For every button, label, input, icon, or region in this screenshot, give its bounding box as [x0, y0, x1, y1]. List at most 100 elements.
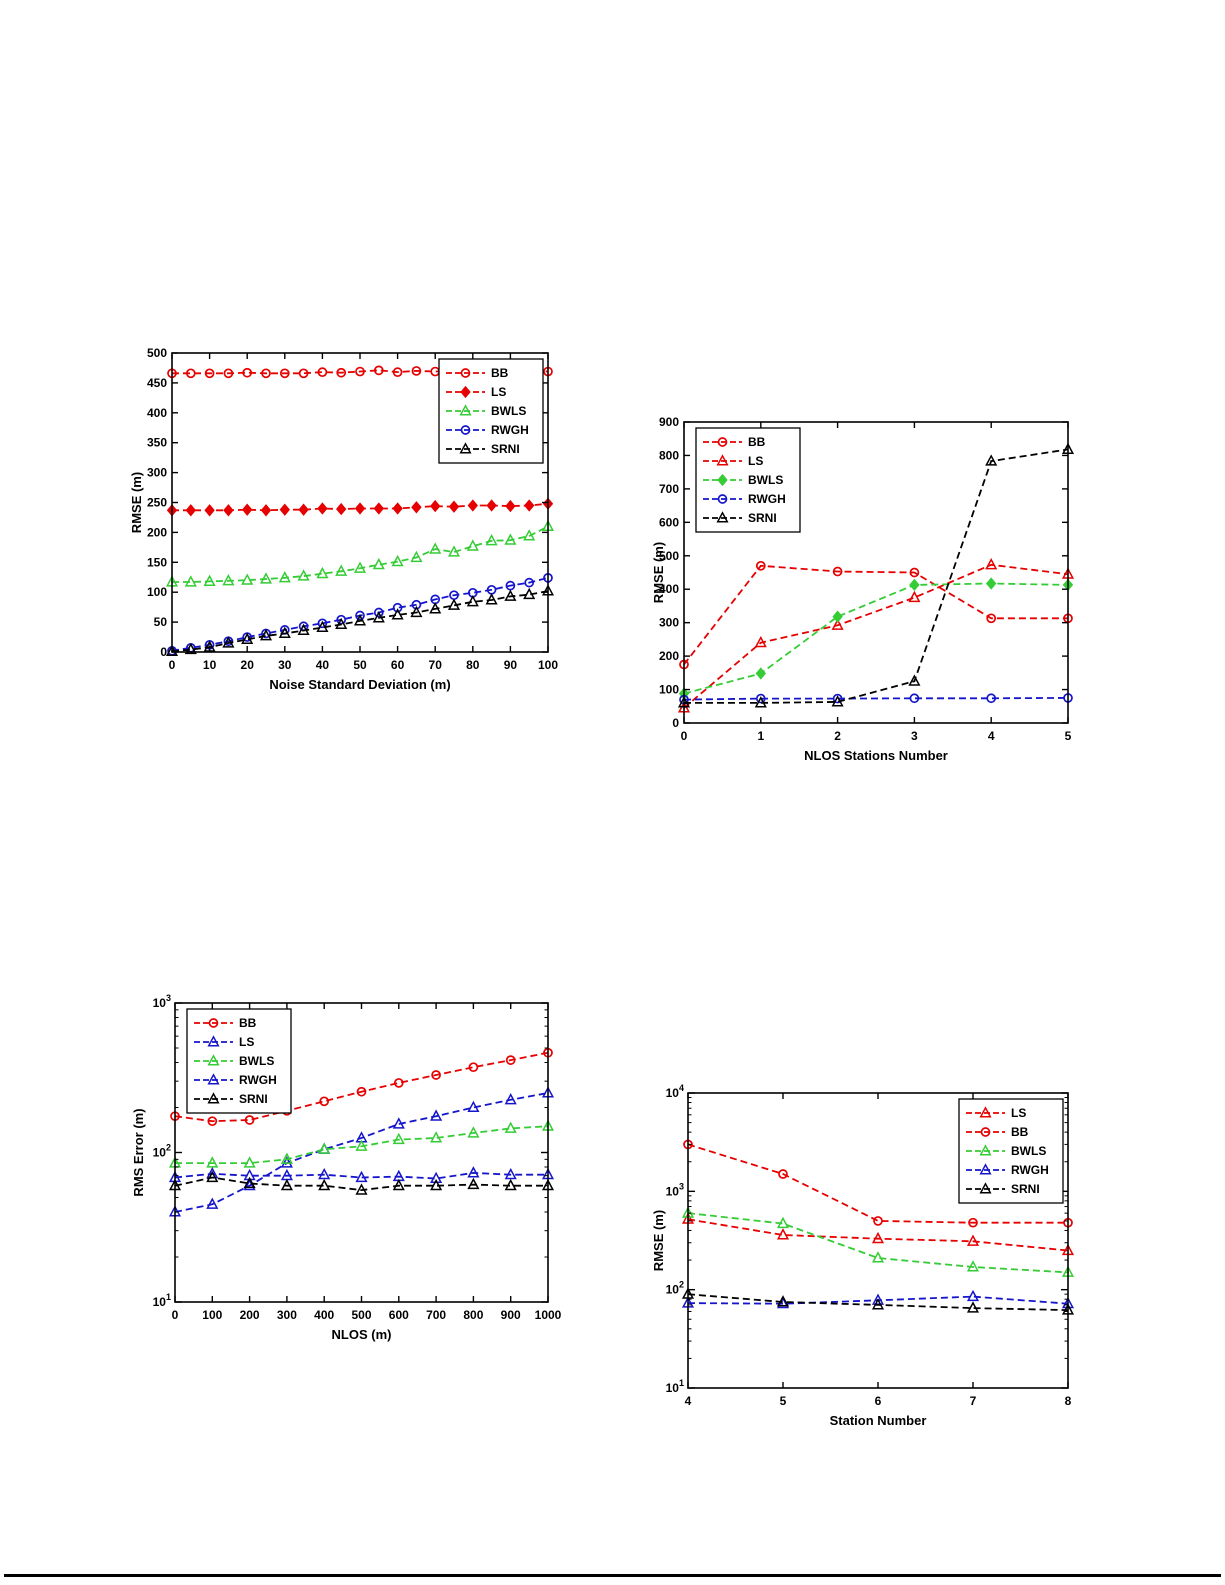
axis-ticks	[683, 421, 1069, 724]
chart-svg-rmse-vs-noise: 0 10 20 30 40 50 60 70 80 90 100 0 50 100 150 200 250 300…	[129, 346, 558, 692]
svg-text:400: 400	[314, 1308, 334, 1322]
axis-ticks	[687, 1092, 1069, 1389]
svg-text:RWGH: RWGH	[1011, 1163, 1049, 1177]
svg-text:RWGH: RWGH	[491, 423, 529, 437]
axis-tick-labels: 0 1 2 3 4 5 0 100 200 300 400 500 600 700 800 900	[659, 415, 1072, 743]
svg-text:350: 350	[147, 436, 167, 450]
chart-svg-rms-error-vs-nlos: 0 100 200 300 400 500 600 700 800 900 1000 101 102 10…	[131, 993, 562, 1342]
svg-text:101: 101	[666, 1378, 684, 1395]
chart-svg-rmse-vs-nlos-stations: 0 1 2 3 4 5 0 100 200 300 400 500 600 700 800 900 NLOS S…	[651, 415, 1075, 763]
svg-text:300: 300	[277, 1308, 297, 1322]
svg-text:150: 150	[147, 555, 167, 569]
svg-text:10: 10	[203, 658, 217, 672]
svg-text:LS: LS	[1011, 1106, 1026, 1120]
svg-text:600: 600	[389, 1308, 409, 1322]
svg-text:450: 450	[147, 376, 167, 390]
svg-text:200: 200	[240, 1308, 260, 1322]
svg-text:100: 100	[538, 658, 558, 672]
svg-text:700: 700	[426, 1308, 446, 1322]
axis-tick-labels: 4 5 6 7 8 101 102 103 104	[666, 1083, 1072, 1408]
series-ls	[681, 1212, 1075, 1256]
svg-text:700: 700	[659, 482, 679, 496]
svg-text:SRNI: SRNI	[748, 511, 777, 525]
page-bottom-rule	[4, 1574, 1221, 1577]
svg-text:0: 0	[160, 645, 167, 659]
series-ls	[166, 497, 554, 517]
svg-text:40: 40	[316, 658, 330, 672]
svg-text:0: 0	[172, 1308, 179, 1322]
svg-text:SRNI: SRNI	[491, 442, 520, 456]
svg-text:4: 4	[988, 729, 995, 743]
svg-text:BB: BB	[239, 1016, 257, 1030]
svg-text:2: 2	[834, 729, 841, 743]
x-axis-label: Noise Standard Deviation (m)	[269, 677, 450, 692]
svg-text:5: 5	[780, 1394, 787, 1408]
chart-rmse-vs-noise-std: 0 10 20 30 40 50 60 70 80 90 100 0 50 100 150 200 250 300…	[128, 342, 563, 702]
svg-text:200: 200	[659, 649, 679, 663]
svg-text:400: 400	[659, 582, 679, 596]
svg-text:LS: LS	[239, 1035, 254, 1049]
series-bwls	[168, 1119, 555, 1168]
chart-rms-error-vs-nlos: 0 100 200 300 400 500 600 700 800 900 1000 101 102 10…	[130, 985, 565, 1345]
svg-text:LS: LS	[491, 385, 506, 399]
svg-text:30: 30	[278, 658, 292, 672]
svg-text:0: 0	[169, 658, 176, 672]
svg-text:60: 60	[391, 658, 405, 672]
axis-ticks	[171, 352, 549, 653]
axis-ticks	[174, 1002, 549, 1303]
series-srni	[165, 584, 555, 656]
svg-text:BWLS: BWLS	[239, 1054, 274, 1068]
svg-text:103: 103	[153, 993, 171, 1010]
svg-text:4: 4	[685, 1394, 692, 1408]
svg-text:70: 70	[429, 658, 443, 672]
chart-svg-rmse-vs-station-number: 4 5 6 7 8 101 102 103 104 Station Number RMSE (m) L…	[651, 1083, 1075, 1428]
svg-text:500: 500	[147, 346, 167, 360]
svg-text:100: 100	[147, 585, 167, 599]
chart-rmse-vs-station-number: 4 5 6 7 8 101 102 103 104 Station Number RMSE (m) L…	[650, 1078, 1095, 1438]
axis-tick-labels: 0 100 200 300 400 500 600 700 800 900 1000 101 102 10…	[153, 993, 562, 1322]
svg-text:BWLS: BWLS	[491, 404, 526, 418]
legend: BB LS BWLS RWGH SRNI	[438, 358, 544, 464]
series-srni	[681, 1287, 1075, 1315]
svg-text:600: 600	[659, 515, 679, 529]
svg-text:800: 800	[659, 448, 679, 462]
svg-text:900: 900	[501, 1308, 521, 1322]
series-ls	[677, 558, 1075, 713]
x-axis-label: Station Number	[830, 1413, 927, 1428]
svg-text:900: 900	[659, 415, 679, 429]
svg-text:50: 50	[154, 615, 168, 629]
svg-text:LS: LS	[748, 454, 763, 468]
x-axis-label: NLOS (m)	[332, 1327, 392, 1342]
svg-text:BB: BB	[1011, 1125, 1029, 1139]
svg-text:BB: BB	[748, 435, 766, 449]
svg-text:102: 102	[666, 1280, 684, 1297]
series-srni	[168, 1170, 555, 1195]
svg-text:250: 250	[147, 496, 167, 510]
legend: LS BB BWLS RWGH SRNI	[958, 1098, 1064, 1204]
legend: BB LS BWLS RWGH SRNI	[186, 1008, 292, 1114]
series-rwgh	[679, 693, 1073, 705]
svg-text:500: 500	[351, 1308, 371, 1322]
svg-text:300: 300	[659, 616, 679, 630]
svg-text:3: 3	[911, 729, 918, 743]
chart-rmse-vs-nlos-stations: 0 1 2 3 4 5 0 100 200 300 400 500 600 700 800 900 NLOS S…	[650, 410, 1095, 770]
svg-text:1: 1	[757, 729, 764, 743]
svg-text:1000: 1000	[535, 1308, 562, 1322]
series-bwls	[165, 519, 555, 587]
series-bb	[679, 560, 1073, 670]
svg-text:400: 400	[147, 406, 167, 420]
svg-text:200: 200	[147, 525, 167, 539]
svg-text:300: 300	[147, 466, 167, 480]
y-axis-label: RMSE (m)	[651, 542, 666, 603]
svg-text:SRNI: SRNI	[1011, 1182, 1040, 1196]
svg-text:103: 103	[666, 1181, 684, 1198]
axis-tick-labels: 0 10 20 30 40 50 60 70 80 90 100 0 50 100 150 200 250 300…	[147, 346, 558, 672]
svg-text:RWGH: RWGH	[748, 492, 786, 506]
svg-text:6: 6	[875, 1394, 882, 1408]
svg-text:500: 500	[659, 549, 679, 563]
svg-text:BWLS: BWLS	[748, 473, 783, 487]
svg-text:0: 0	[681, 729, 688, 743]
svg-text:BWLS: BWLS	[1011, 1144, 1046, 1158]
svg-text:BB: BB	[491, 366, 509, 380]
